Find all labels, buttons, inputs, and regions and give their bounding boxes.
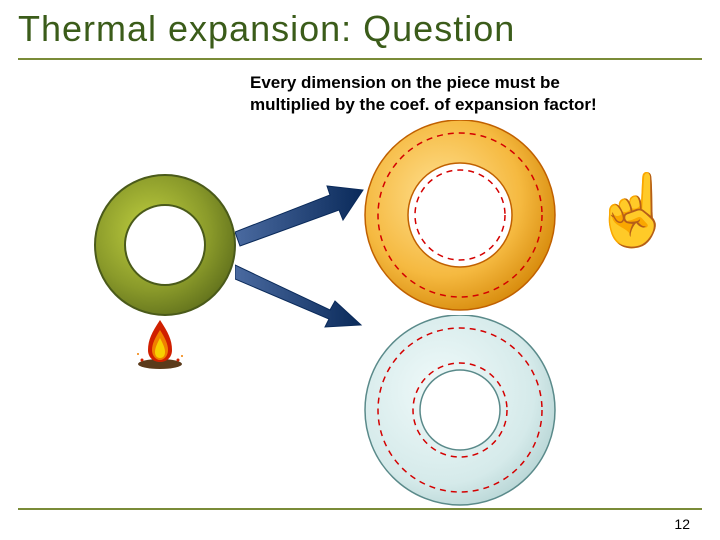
diagram: ☝ [0, 120, 720, 500]
title-area: Thermal expansion: Question [18, 8, 702, 56]
arrow-to-top [235, 180, 365, 250]
footer-rule [18, 508, 702, 510]
expanded-ring-correct [360, 120, 560, 320]
arrow-to-bottom [235, 255, 365, 335]
fire-icon [130, 310, 190, 370]
body-line-2: multiplied by the coef. of expansion fac… [250, 94, 597, 116]
page-number: 12 [674, 516, 690, 532]
page-title: Thermal expansion: Question [18, 8, 702, 56]
body-text: Every dimension on the piece must be mul… [250, 72, 597, 116]
original-ring [90, 170, 240, 320]
body-line-1: Every dimension on the piece must be [250, 72, 597, 94]
expanded-ring-incorrect [360, 315, 560, 510]
title-underline [18, 58, 702, 60]
pointing-hand-icon: ☝ [590, 170, 677, 252]
